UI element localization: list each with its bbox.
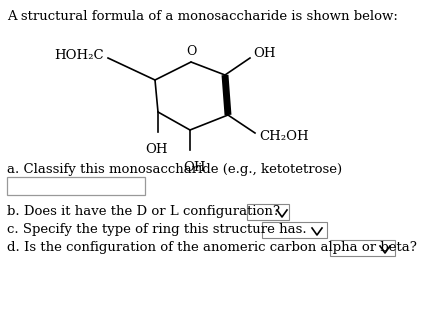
Text: OH: OH xyxy=(253,46,276,60)
Text: b. Does it have the D or L configuration?: b. Does it have the D or L configuration… xyxy=(7,205,280,218)
FancyBboxPatch shape xyxy=(330,240,395,256)
Text: A structural formula of a monosaccharide is shown below:: A structural formula of a monosaccharide… xyxy=(7,10,398,23)
Text: OH: OH xyxy=(145,143,167,156)
FancyBboxPatch shape xyxy=(262,222,327,238)
FancyBboxPatch shape xyxy=(247,204,289,220)
Text: OH: OH xyxy=(183,161,205,174)
Text: c. Specify the type of ring this structure has.: c. Specify the type of ring this structu… xyxy=(7,223,307,236)
FancyBboxPatch shape xyxy=(7,177,145,195)
Text: CH₂OH: CH₂OH xyxy=(259,129,309,143)
Text: HOH₂C: HOH₂C xyxy=(54,49,104,62)
Text: a. Classify this monosaccharide (e.g., ketotetrose): a. Classify this monosaccharide (e.g., k… xyxy=(7,163,342,176)
Text: O: O xyxy=(186,45,196,58)
Text: d. Is the configuration of the anomeric carbon alpha or beta?: d. Is the configuration of the anomeric … xyxy=(7,241,417,254)
